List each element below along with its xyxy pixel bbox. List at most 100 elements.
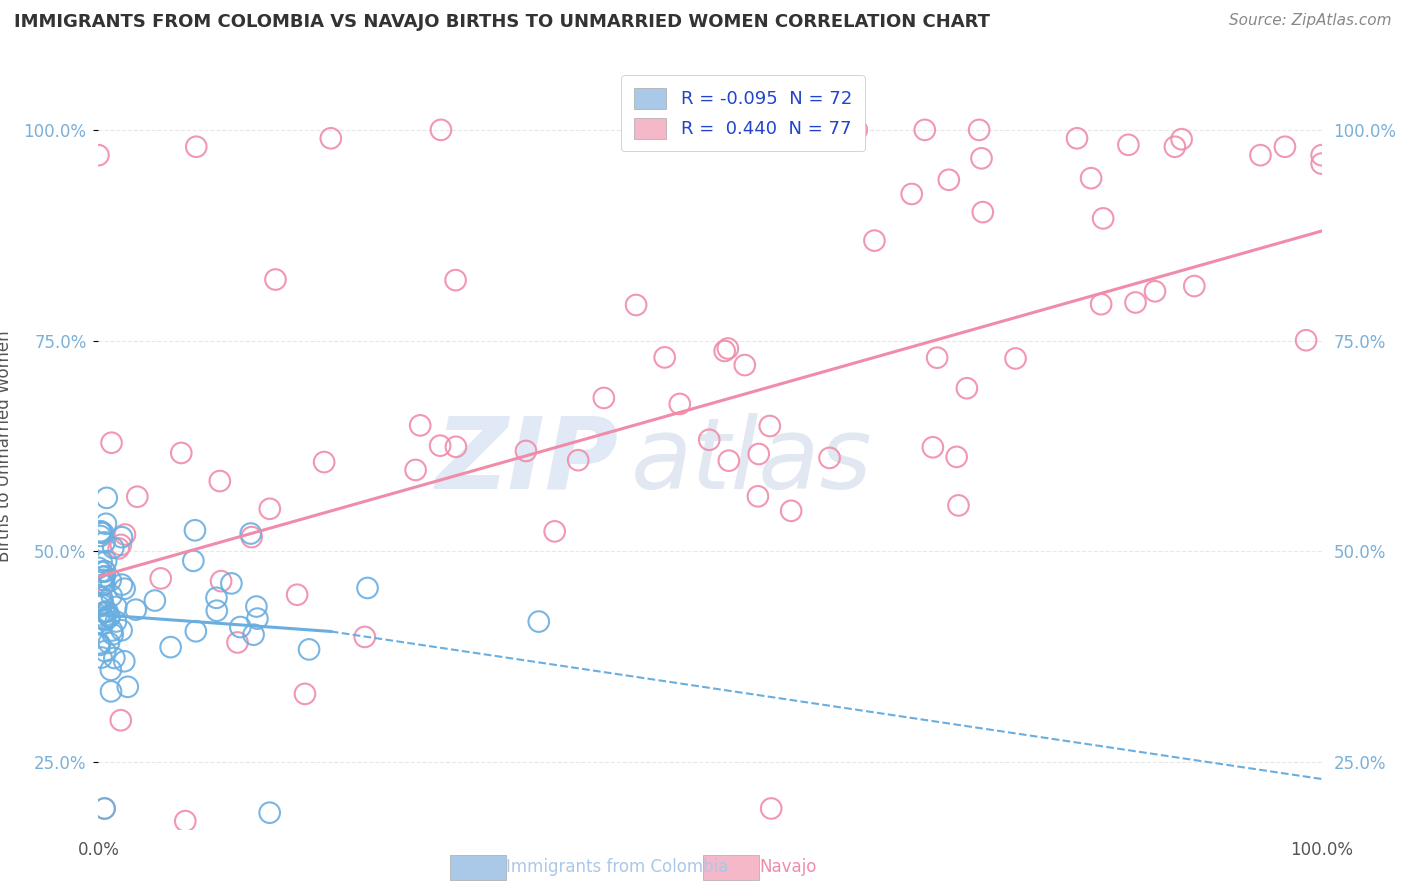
- Point: [515, 444, 537, 458]
- Point: [100, 589, 122, 603]
- Point: [205, 604, 228, 618]
- Point: [93, 801, 115, 815]
- Point: [89, 599, 111, 614]
- Point: [112, 654, 135, 668]
- Point: [98, 609, 121, 624]
- Point: [209, 574, 232, 588]
- Point: [110, 624, 132, 638]
- Point: [734, 358, 756, 372]
- Point: [183, 554, 205, 568]
- Point: [221, 576, 243, 591]
- Point: [90, 555, 112, 569]
- Point: [104, 615, 127, 629]
- FancyBboxPatch shape: [703, 855, 759, 880]
- Point: [186, 140, 208, 154]
- Point: [314, 455, 336, 469]
- Point: [1249, 148, 1271, 162]
- Point: [863, 234, 886, 248]
- Point: [1274, 140, 1296, 154]
- Legend: R = -0.095  N = 72, R =  0.440  N = 77: R = -0.095 N = 72, R = 0.440 N = 77: [621, 75, 865, 152]
- Point: [748, 447, 770, 461]
- Point: [747, 489, 769, 503]
- Point: [91, 578, 114, 592]
- Point: [444, 273, 467, 287]
- Point: [87, 561, 110, 575]
- Point: [127, 490, 149, 504]
- Point: [184, 624, 207, 639]
- Point: [90, 524, 112, 539]
- Point: [668, 397, 690, 411]
- Point: [845, 123, 868, 137]
- Point: [93, 605, 115, 619]
- Point: [149, 571, 172, 585]
- Point: [242, 628, 264, 642]
- Point: [94, 564, 117, 578]
- Point: [624, 298, 647, 312]
- Point: [900, 186, 922, 201]
- Point: [264, 272, 287, 286]
- Point: [94, 569, 117, 583]
- Point: [170, 446, 193, 460]
- Point: [117, 680, 139, 694]
- Point: [94, 613, 117, 627]
- Point: [100, 574, 122, 588]
- Point: [101, 627, 124, 641]
- Point: [93, 535, 115, 549]
- Point: [1164, 140, 1187, 154]
- Point: [544, 524, 567, 539]
- Text: Immigrants from Colombia: Immigrants from Colombia: [506, 858, 728, 877]
- Point: [229, 620, 252, 634]
- Point: [818, 450, 841, 465]
- Point: [1143, 285, 1166, 299]
- Point: [409, 418, 432, 433]
- Point: [717, 342, 740, 356]
- Point: [110, 713, 132, 727]
- Point: [205, 591, 228, 605]
- Point: [94, 605, 117, 619]
- Point: [111, 530, 134, 544]
- Text: IMMIGRANTS FROM COLOMBIA VS NAVAJO BIRTHS TO UNMARRIED WOMEN CORRELATION CHART: IMMIGRANTS FROM COLOMBIA VS NAVAJO BIRTH…: [14, 13, 990, 31]
- Point: [100, 663, 122, 677]
- Point: [567, 453, 589, 467]
- Point: [111, 577, 134, 591]
- Point: [759, 419, 782, 434]
- Point: [938, 173, 960, 187]
- Point: [654, 351, 676, 365]
- Text: atlas: atlas: [630, 413, 872, 510]
- Point: [159, 640, 181, 655]
- Point: [90, 650, 112, 665]
- Point: [90, 525, 112, 540]
- Point: [87, 148, 110, 162]
- Point: [184, 524, 207, 538]
- Point: [945, 450, 967, 464]
- Point: [761, 801, 783, 815]
- Point: [1182, 279, 1205, 293]
- Point: [103, 651, 125, 665]
- Point: [93, 573, 115, 587]
- Text: ZIP: ZIP: [436, 413, 619, 510]
- Point: [956, 381, 979, 395]
- Point: [100, 684, 122, 698]
- Point: [101, 624, 124, 638]
- Point: [114, 527, 136, 541]
- Point: [91, 617, 114, 632]
- Point: [100, 435, 122, 450]
- Point: [143, 593, 166, 607]
- Point: [319, 131, 342, 145]
- Point: [96, 554, 118, 568]
- Point: [914, 123, 936, 137]
- Point: [429, 439, 451, 453]
- Y-axis label: Births to Unmarried Women: Births to Unmarried Women: [0, 330, 13, 562]
- Point: [780, 504, 803, 518]
- Point: [444, 440, 467, 454]
- Point: [1080, 171, 1102, 186]
- Point: [125, 602, 148, 616]
- Point: [356, 581, 378, 595]
- Point: [93, 577, 115, 591]
- Point: [294, 687, 316, 701]
- Point: [93, 613, 115, 627]
- Point: [239, 526, 262, 541]
- Point: [107, 541, 129, 556]
- Point: [246, 612, 269, 626]
- Point: [970, 151, 993, 165]
